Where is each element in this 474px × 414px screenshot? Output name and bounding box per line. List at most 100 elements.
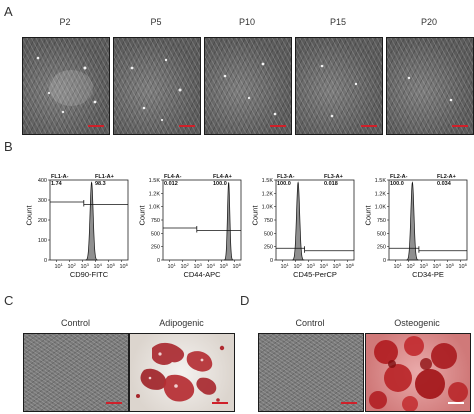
y-tick-label: 500 [264, 231, 273, 237]
x-axis-label: CD34-PE [412, 270, 444, 279]
right-gate-value: 100.0 [213, 180, 227, 187]
micrograph-control-d [258, 333, 364, 412]
micrograph-p10 [204, 37, 292, 135]
micrograph-p5 [113, 37, 201, 135]
right-gate-value: 0.018 [324, 180, 338, 187]
y-tick-label: 1.2K [262, 191, 274, 197]
right-gate-label: FL2-A+ 0.034 [437, 174, 456, 187]
y-tick-label: 750 [151, 218, 160, 224]
x-tick-label: 105 [446, 262, 455, 270]
micrograph-control-c [23, 333, 129, 412]
histogram-peak [406, 181, 419, 261]
lipid-droplets [136, 342, 225, 402]
label-control-d: Control [295, 318, 325, 328]
y-tick-label: 1.0K [149, 205, 161, 211]
left-gate-value: 100.0 [277, 180, 291, 187]
panel-c-letter: C [4, 293, 14, 308]
left-gate-label: FL3-A- 100.0 [277, 174, 295, 187]
x-tick-label: 102 [294, 262, 303, 270]
y-tick-label: 0 [157, 258, 160, 264]
scale-bar [212, 402, 228, 404]
y-tick-label: 750 [264, 218, 273, 224]
y-tick-label: 250 [151, 245, 160, 251]
y-tick-label: 1.0K [375, 205, 387, 211]
left-gate-label: FL1-A- 1.74 [51, 174, 69, 187]
left-gate-value: 100.0 [390, 180, 404, 187]
passage-label-p2: P2 [59, 17, 71, 27]
passage-label-p15: P15 [329, 17, 346, 27]
panel-d-letter: D [240, 293, 250, 308]
histogram-peak [291, 181, 305, 261]
histogram-plot: 0 250 500 750 1.0K 1.2K 1.5K 101 102 103 104 105 106 [149, 178, 242, 270]
x-tick-label: 105 [107, 262, 116, 270]
x-tick-label: 101 [394, 262, 403, 270]
x-tick-label: 105 [220, 262, 229, 270]
left-gate-label: FL4-A- 0.012 [164, 174, 182, 187]
x-tick-label: 101 [55, 262, 64, 270]
label-adipogenic: Adipogenic [159, 318, 204, 328]
right-gate-label: FL1-A+ 98.3 [95, 174, 114, 187]
y-tick-label: 0 [270, 258, 273, 264]
right-gate-label: FL4-A+ 100.0 [213, 174, 232, 187]
left-gate-label: FL2-A- 100.0 [390, 174, 408, 187]
x-tick-label: 103 [307, 262, 316, 270]
y-tick-label: 1.0K [262, 205, 274, 211]
left-gate-value: 0.012 [164, 180, 178, 187]
y-tick-label: 500 [151, 231, 160, 237]
y-tick-label: 1.2K [375, 191, 387, 197]
histogram-cd44: Count FL4-A- 0.012 FL4-A+ 100.0 0 250 500 750… [133, 168, 245, 280]
micrograph-adipogenic [129, 333, 235, 412]
x-axis-label: CD90-FITC [69, 270, 109, 279]
y-tick-label: 1.5K [149, 178, 161, 184]
y-tick-label: 300 [38, 198, 47, 204]
scale-bar [270, 125, 286, 127]
histogram-plot: 0 100 200 300 400 101 102 103 104 105 106 [38, 178, 129, 270]
scale-bar [106, 402, 122, 404]
x-tick-label: 102 [181, 262, 190, 270]
x-tick-label: 104 [94, 262, 103, 270]
y-tick-label: 1.5K [262, 178, 274, 184]
micrograph-osteogenic [365, 333, 471, 412]
y-tick-label: 1.2K [149, 191, 161, 197]
x-tick-label: 103 [194, 262, 203, 270]
x-tick-label: 104 [433, 262, 442, 270]
right-gate-label: FL3-A+ 0.018 [324, 174, 343, 187]
y-tick-label: 0 [44, 258, 47, 264]
x-tick-label: 106 [120, 262, 129, 270]
panel-b-letter: B [4, 139, 13, 154]
y-tick-label: 500 [377, 231, 386, 237]
scale-bar [341, 402, 357, 404]
x-axis-label: CD44-APC [183, 270, 221, 279]
histogram-cd45: Count FL3-A- 100.0 FL3-A+ 0.018 0 250 500 750… [246, 168, 358, 280]
y-tick-label: 1.5K [375, 178, 387, 184]
x-tick-label: 101 [168, 262, 177, 270]
passage-label-p20: P20 [420, 17, 437, 27]
label-osteogenic: Osteogenic [394, 318, 440, 328]
micrograph-p2 [22, 37, 110, 135]
scale-bar [448, 402, 464, 404]
histogram-plot: 0 250 500 750 1.0K 1.2K 1.5K 101 102 103 104 105 106 [375, 178, 468, 270]
x-tick-label: 104 [320, 262, 329, 270]
x-tick-label: 103 [81, 262, 90, 270]
y-tick-label: 750 [377, 218, 386, 224]
y-tick-label: 100 [38, 238, 47, 244]
left-gate-value: 1.74 [51, 180, 62, 187]
x-axis-label: CD45-PerCP [293, 270, 337, 279]
histogram-cd90: Count FL1-A- 1.74 FL1-A+ 98.3 0 100 200 300 40… [20, 168, 132, 280]
histogram-peak [85, 181, 98, 261]
x-tick-label: 106 [346, 262, 355, 270]
x-tick-label: 102 [68, 262, 77, 270]
scale-bar [179, 125, 195, 127]
right-gate-value: 0.034 [437, 180, 451, 187]
mineral-nodules [369, 336, 468, 411]
histogram-cd34: Count FL2-A- 100.0 FL2-A+ 0.034 0 250 500 750… [359, 168, 471, 280]
histogram-peak [223, 182, 234, 261]
passage-label-p5: P5 [150, 17, 162, 27]
micrograph-p15 [295, 37, 383, 135]
y-tick-label: 250 [377, 245, 386, 251]
y-tick-label: 0 [383, 258, 386, 264]
y-tick-label: 400 [38, 178, 47, 184]
x-tick-label: 106 [233, 262, 242, 270]
x-tick-label: 101 [281, 262, 290, 270]
histogram-plot: 0 250 500 750 1.0K 1.2K 1.5K 101 102 103 104 105 106 [262, 178, 355, 270]
